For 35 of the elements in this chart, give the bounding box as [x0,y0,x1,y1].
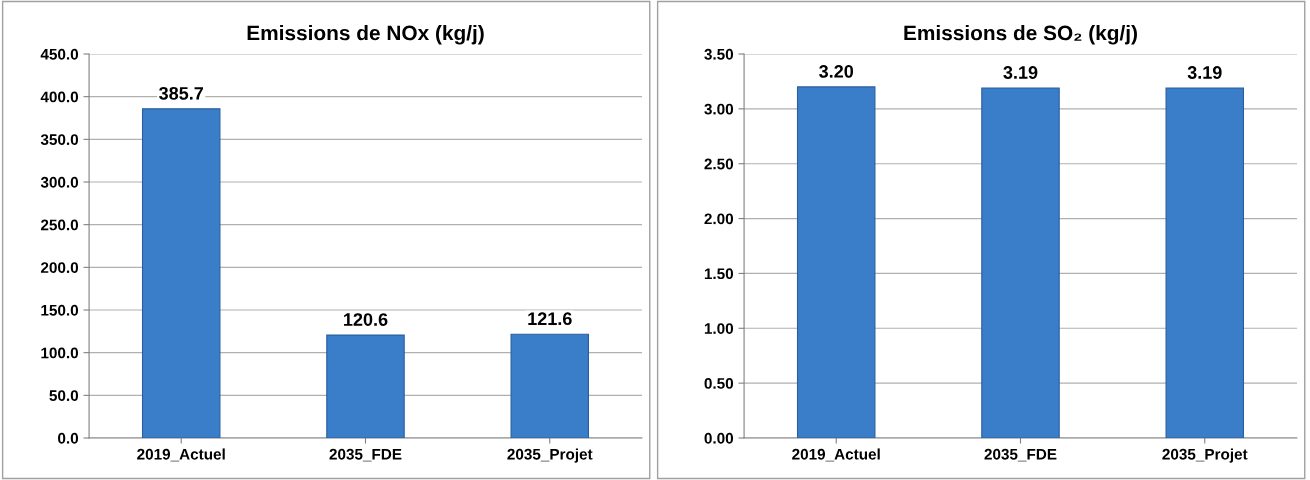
chart-title: Emissions de NOx (kg/j) [247,25,484,45]
y-tick-label: 100.0 [41,347,79,359]
data-label: 385.7 [159,86,204,100]
y-tick-label: 0.50 [704,378,734,389]
y-tick-label: 2.50 [704,158,734,170]
data-label: 120.6 [344,313,388,326]
y-tick-label: 0.00 [704,432,734,444]
x-tick-label: 2035_Projet [507,448,593,463]
bar [510,333,590,438]
y-tick-label: 0.0 [58,432,79,444]
y-tick-label: 350.0 [40,134,79,146]
data-label: 121.6 [528,312,572,326]
y-tick-label: 300.0 [40,176,79,188]
y-tick-label: 1.50 [704,268,734,280]
data-label: 3.19 [1003,66,1038,79]
data-label: 3.19 [1187,66,1222,79]
x-tick-label: 2035_FDE [329,448,402,462]
y-tick-label: 1.00 [704,323,734,334]
y-tick-label: 400.0 [40,91,79,103]
x-tick-label: 2019_Actuel [137,448,225,462]
y-tick-label: 3.50 [704,48,734,60]
bar [141,108,221,438]
data-label: 3.20 [819,65,854,78]
y-tick-label: 3.00 [704,103,734,115]
y-tick-label: 50.0 [49,390,79,402]
y-tick-label: 150.0 [41,304,79,316]
x-tick-label: 2035_FDE [984,448,1057,462]
y-tick-label: 250.0 [40,219,79,231]
y-tick-label: 200.0 [40,262,79,274]
y-tick-label: 2.00 [704,213,734,225]
x-tick-label: 2035_Projet [1162,448,1248,463]
x-tick-label: 2019_Actuel [792,448,880,462]
chart-title: Emissions de SO₂ (kg/j) [904,25,1137,45]
y-tick-label: 450.0 [40,48,79,60]
bar [326,334,405,438]
